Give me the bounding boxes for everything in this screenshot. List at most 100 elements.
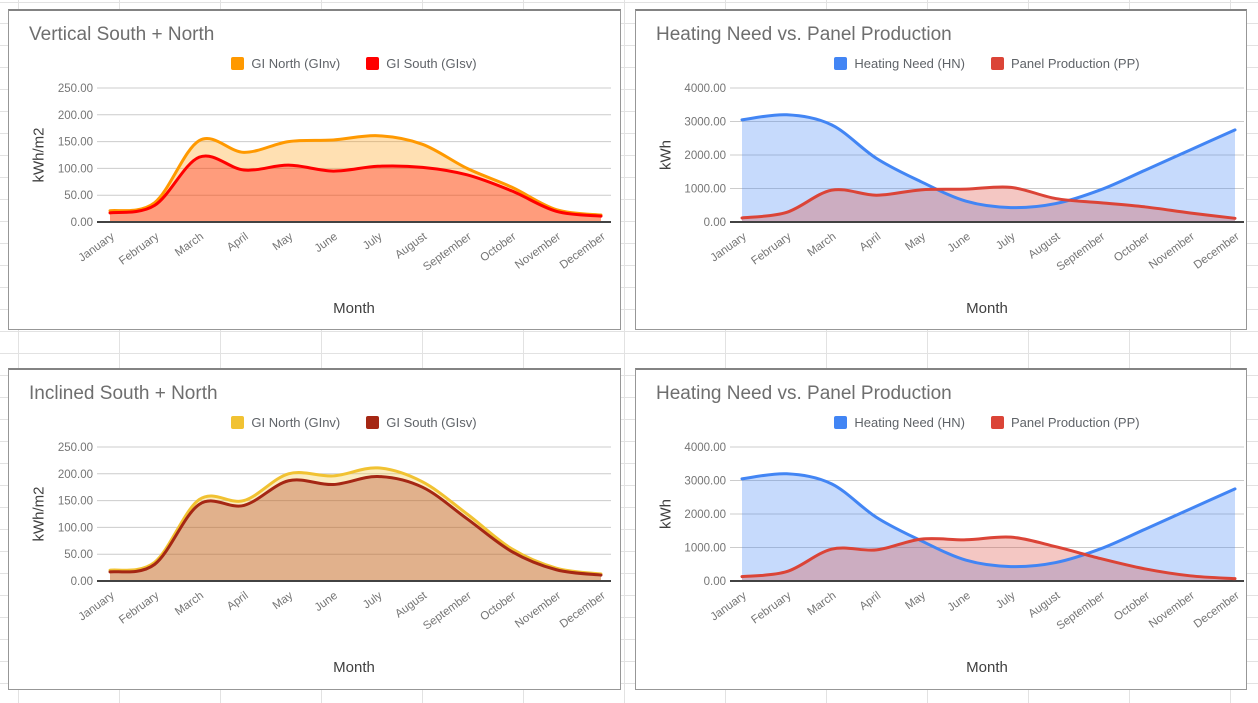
chart-card-vertical-south-north[interactable]: 0.00 50.00 100.00 150.00 200.00 250.00 January… — [8, 9, 621, 330]
svg-text:May: May — [271, 231, 296, 254]
y-axis-title: kWh — [657, 140, 675, 170]
chart-title: Heating Need vs. Panel Production — [656, 24, 952, 45]
legend-swatch — [366, 56, 380, 70]
svg-text:December: December — [558, 590, 608, 631]
x-axis-title: Month — [966, 300, 1008, 317]
svg-text:4000.00: 4000.00 — [684, 442, 726, 454]
svg-text:150.00: 150.00 — [58, 137, 93, 149]
legend-label: GI North (GInv) — [251, 414, 341, 430]
svg-text:May: May — [271, 590, 296, 613]
svg-text:January: January — [77, 231, 117, 265]
legend-label: Panel Production (PP) — [1010, 414, 1140, 430]
chart-card-heating-vs-production-bottom[interactable]: 0.00 1000.00 2000.00 3000.00 4000.00 January F… — [635, 368, 1247, 690]
svg-text:100.00: 100.00 — [58, 163, 93, 175]
svg-text:April: April — [858, 590, 884, 613]
svg-text:March: March — [173, 590, 206, 618]
legend-item: GI North (GInv) — [231, 415, 340, 430]
svg-text:November: November — [1147, 590, 1197, 631]
legend-label: GI South (GIsv) — [386, 55, 477, 71]
svg-text:May: May — [903, 231, 928, 254]
svg-text:February: February — [749, 231, 793, 268]
svg-text:January: January — [709, 590, 749, 624]
legend-swatch — [366, 415, 380, 429]
svg-text:July: July — [994, 590, 1018, 612]
legend-item: GI North (GInv) — [231, 56, 340, 71]
svg-text:December: December — [558, 231, 608, 272]
svg-text:250.00: 250.00 — [58, 83, 93, 95]
legend-swatch — [834, 56, 848, 70]
y-axis-title: kWh/m2 — [30, 127, 48, 183]
svg-text:August: August — [1026, 230, 1063, 261]
chart-title: Vertical South + North — [29, 24, 215, 45]
svg-text:June: June — [946, 590, 973, 614]
svg-text:July: July — [361, 590, 385, 612]
svg-text:September: September — [421, 231, 474, 274]
x-axis-title: Month — [333, 659, 375, 676]
svg-text:200.00: 200.00 — [58, 469, 93, 481]
svg-text:November: November — [1147, 231, 1197, 272]
svg-text:December: December — [1192, 231, 1242, 272]
svg-text:2000.00: 2000.00 — [684, 509, 726, 521]
svg-text:February: February — [117, 590, 161, 627]
svg-text:April: April — [858, 231, 884, 254]
svg-text:January: January — [709, 231, 749, 265]
svg-text:June: June — [946, 231, 973, 255]
chart-legend: GI North (GInv) GI South (GIsv) — [97, 54, 611, 72]
legend-label: Heating Need (HN) — [854, 414, 965, 430]
svg-text:March: March — [173, 231, 206, 259]
chart-legend: Heating Need (HN) Panel Production (PP) — [730, 413, 1244, 431]
svg-text:150.00: 150.00 — [58, 496, 93, 508]
svg-text:May: May — [903, 590, 928, 613]
legend-label: GI North (GInv) — [251, 55, 341, 71]
plot-area: 0.00 1000.00 2000.00 3000.00 4000.00 January F… — [684, 83, 1244, 273]
chart-card-inclined-south-north[interactable]: 0.00 50.00 100.00 150.00 200.00 250.00 January… — [8, 368, 621, 690]
svg-text:250.00: 250.00 — [58, 442, 93, 454]
svg-text:September: September — [1055, 590, 1108, 633]
svg-text:July: July — [361, 231, 385, 253]
svg-text:February: February — [749, 590, 793, 627]
svg-text:1000.00: 1000.00 — [684, 543, 726, 555]
chart-legend: GI North (GInv) GI South (GIsv) — [97, 413, 611, 431]
legend-item: GI South (GIsv) — [366, 55, 477, 71]
svg-text:October: October — [1112, 231, 1152, 265]
svg-text:February: February — [117, 231, 161, 268]
svg-text:January: January — [77, 590, 117, 624]
svg-text:August: August — [1026, 589, 1063, 620]
legend-swatch — [231, 415, 245, 429]
plot-area: 0.00 1000.00 2000.00 3000.00 4000.00 January F… — [684, 442, 1244, 633]
svg-text:0.00: 0.00 — [704, 576, 726, 588]
x-axis-title: Month — [966, 659, 1008, 676]
svg-text:March: March — [805, 231, 838, 259]
svg-text:100.00: 100.00 — [58, 522, 93, 534]
svg-text:200.00: 200.00 — [58, 110, 93, 122]
chart-title: Heating Need vs. Panel Production — [656, 383, 952, 404]
svg-text:April: April — [225, 231, 251, 254]
svg-text:October: October — [478, 231, 518, 265]
svg-text:0.00: 0.00 — [71, 217, 93, 229]
svg-text:3000.00: 3000.00 — [684, 117, 726, 129]
plot-area: 0.00 50.00 100.00 150.00 200.00 250.00 January… — [58, 83, 611, 274]
svg-text:3000.00: 3000.00 — [684, 476, 726, 488]
svg-text:June: June — [313, 590, 340, 614]
legend-swatch — [990, 56, 1004, 70]
svg-text:50.00: 50.00 — [64, 190, 93, 202]
chart-legend: Heating Need (HN) Panel Production (PP) — [730, 54, 1244, 72]
svg-text:August: August — [393, 230, 430, 261]
chart-card-heating-vs-production-top[interactable]: 0.00 1000.00 2000.00 3000.00 4000.00 January F… — [635, 9, 1247, 330]
svg-text:2000.00: 2000.00 — [684, 150, 726, 162]
legend-item: Heating Need (HN) — [834, 56, 965, 71]
y-axis-title: kWh/m2 — [30, 486, 48, 542]
legend-label: Panel Production (PP) — [1010, 55, 1140, 71]
svg-text:November: November — [513, 231, 563, 272]
svg-text:December: December — [1192, 590, 1242, 631]
svg-text:September: September — [421, 590, 474, 633]
svg-text:50.00: 50.00 — [64, 549, 93, 561]
svg-text:4000.00: 4000.00 — [684, 83, 726, 95]
chart-title: Inclined South + North — [29, 383, 218, 404]
legend-label: GI South (GIsv) — [386, 414, 477, 430]
svg-text:0.00: 0.00 — [704, 217, 726, 229]
legend-label: Heating Need (HN) — [854, 55, 965, 71]
svg-text:July: July — [994, 231, 1018, 253]
legend-item: Panel Production (PP) — [990, 55, 1140, 71]
svg-text:November: November — [513, 590, 563, 631]
